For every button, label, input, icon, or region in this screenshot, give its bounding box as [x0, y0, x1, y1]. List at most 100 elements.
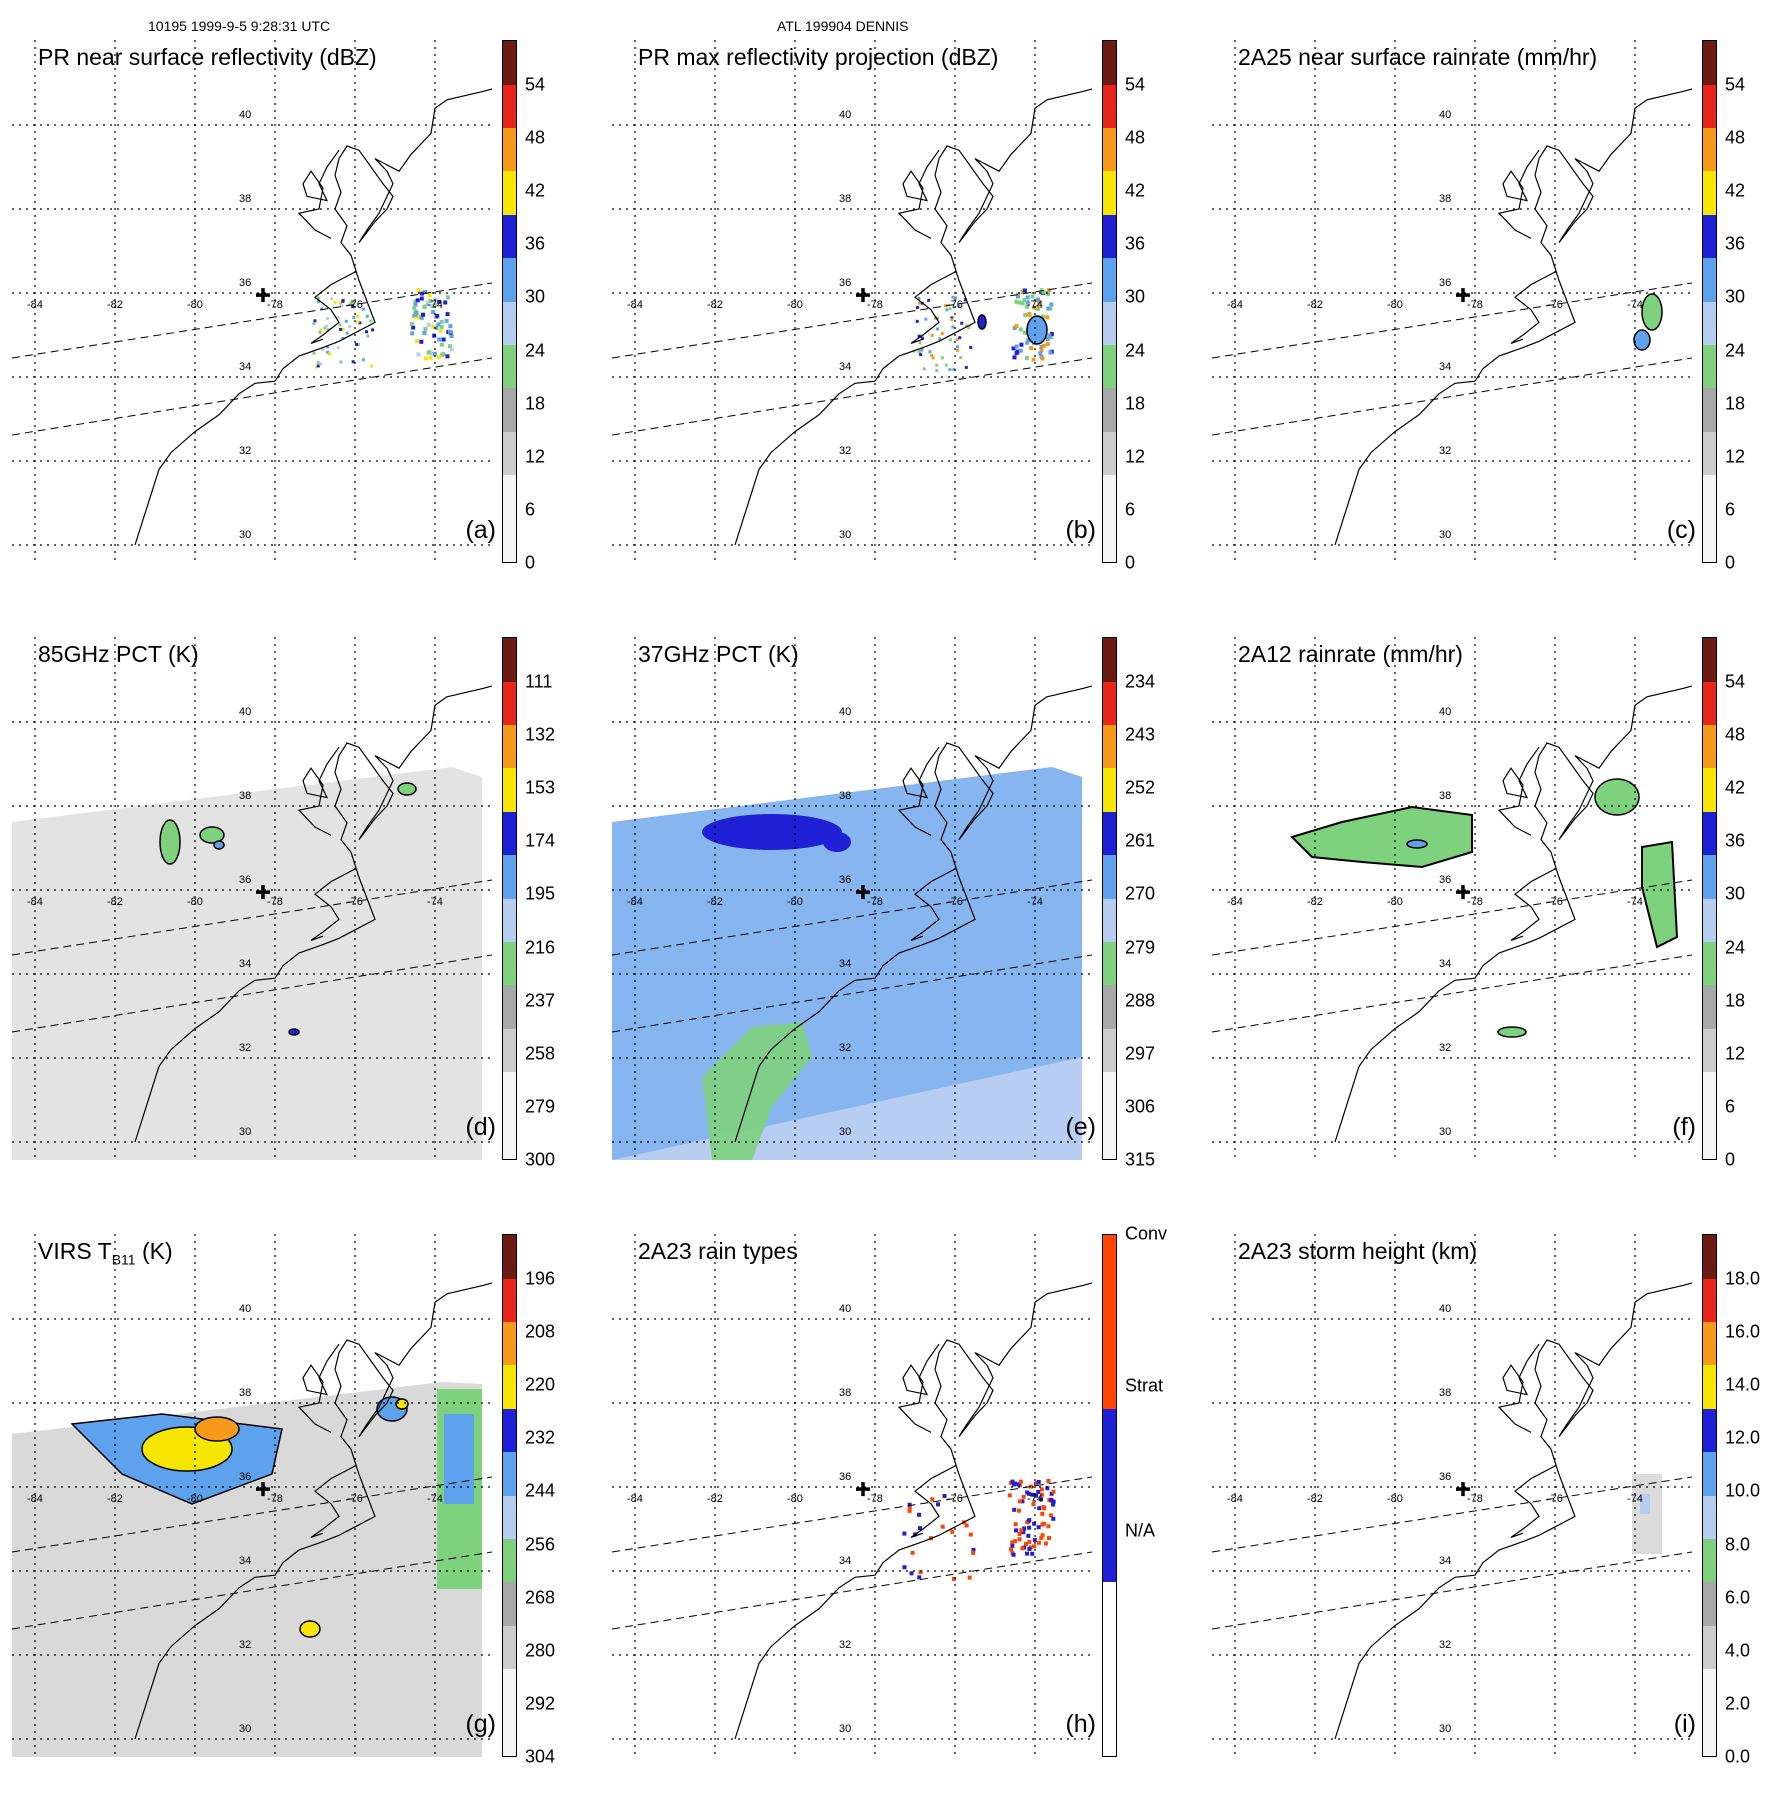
colorbar-segment	[1103, 41, 1116, 85]
lat-label: 40	[239, 109, 252, 121]
lat-label: 40	[1439, 1303, 1452, 1315]
lat-label: 38	[239, 790, 252, 802]
colorbar-segment	[1703, 768, 1716, 812]
colorbar-segment	[1703, 855, 1716, 899]
lat-label: 40	[239, 706, 252, 718]
coastline	[134, 88, 492, 546]
lon-label: -78	[267, 299, 283, 312]
lat-label: 38	[839, 1387, 852, 1399]
swath-boundary	[12, 282, 492, 436]
lat-label: 32	[839, 1639, 852, 1651]
colorbar-segment	[1703, 344, 1716, 389]
lat-label: 40	[839, 109, 852, 121]
colorbar-tick-label: 6	[1725, 1096, 1736, 1117]
colorbar-segment	[1703, 127, 1716, 172]
colorbar-tick-label: 4.0	[1725, 1640, 1751, 1661]
lat-label: 38	[1439, 790, 1452, 802]
swath-boundary	[612, 1476, 1092, 1630]
orbit-time-header: 10195 1999-9-5 9:28:31 UTC	[148, 18, 331, 34]
lat-label: 36	[1439, 277, 1452, 289]
swath-boundary	[1212, 879, 1692, 1033]
colorbar-tick-label: 12	[1125, 446, 1146, 467]
panel-37ghz-pct: 40 38 36 34 32 30 -84 -82 -80 -78 -76 -74 37GHz PCT …	[612, 637, 1212, 1207]
colorbar-tick-label: N/A	[1125, 1520, 1156, 1541]
colorbar-segment	[1103, 1582, 1116, 1756]
lon-label: -74	[1627, 299, 1643, 312]
colorbar-segment	[1703, 1538, 1716, 1583]
colorbar	[1102, 1234, 1117, 1757]
colorbar-tick-label: 42	[525, 180, 546, 201]
lat-label: 30	[239, 1126, 252, 1138]
colorbar-tick-label: 36	[525, 233, 546, 254]
colorbar-segment	[503, 1365, 516, 1409]
colorbar-segment	[503, 171, 516, 215]
colorbar-tick-label: 258	[525, 1043, 556, 1064]
colorbar-tick-label: 18	[1725, 393, 1746, 414]
storm-center-marker	[256, 885, 270, 900]
swath-boundary	[612, 282, 1092, 436]
colorbar-tick-label: 234	[1125, 671, 1156, 692]
colorbar-segment	[503, 1538, 516, 1583]
colorbar-tick-label: 42	[1125, 180, 1146, 201]
colorbar-tick-label: 18	[1125, 393, 1146, 414]
map-area: 40 38 36 34 32 30 -84 -82 -80 -78 -76 -74	[12, 40, 492, 563]
coastline	[1334, 1282, 1692, 1740]
lon-label: -74	[1027, 299, 1043, 312]
map-area: 40 38 36 34 32 30 -84 -82 -80 -78 -76 -74	[12, 1234, 492, 1757]
lat-label: 30	[839, 1723, 852, 1735]
lon-label: -80	[187, 1493, 203, 1506]
colorbar-segment	[1103, 301, 1116, 345]
colorbar-tick-label: 292	[525, 1693, 556, 1714]
colorbar-segment	[503, 1321, 516, 1366]
colorbar-segment	[1703, 724, 1716, 769]
colorbar-segment	[503, 1669, 516, 1756]
lat-label: 30	[1439, 1126, 1452, 1138]
colorbar-segment	[503, 1452, 516, 1496]
lat-label: 32	[1439, 1042, 1452, 1054]
colorbar-segment	[503, 768, 516, 812]
colorbar-segment	[503, 724, 516, 769]
colorbar-tick-label: 315	[1125, 1149, 1156, 1170]
lat-label: 34	[1439, 1555, 1452, 1567]
colorbar-tick-label: 288	[1125, 990, 1156, 1011]
panel-title: 2A23 storm height (km)	[1238, 1238, 1478, 1264]
panel-title: PR near surface reflectivity (dBZ)	[38, 44, 377, 70]
lon-label: -84	[1227, 896, 1243, 909]
colorbar-segment	[1703, 1235, 1716, 1279]
lat-lon-grid	[1212, 40, 1692, 563]
precip-data-layer	[312, 288, 454, 369]
lon-label: -80	[1387, 896, 1403, 909]
colorbar-segment	[1103, 344, 1116, 389]
colorbar-segment	[1103, 1408, 1116, 1583]
colorbar-tick-label: 220	[525, 1374, 556, 1395]
colorbar-segment	[1703, 638, 1716, 682]
map-area: 40 38 36 34 32 30 -84 -82 -80 -78 -76 -74	[1212, 1234, 1692, 1757]
colorbar-segment	[1103, 638, 1116, 682]
colorbar-segment	[1703, 1669, 1716, 1756]
precip-data-layer	[12, 1382, 482, 1757]
lon-label: -76	[947, 299, 963, 312]
colorbar-segment	[1703, 1408, 1716, 1453]
lon-label: -74	[427, 1493, 443, 1506]
colorbar-tick-label: 36	[1725, 233, 1746, 254]
lat-label: 40	[239, 1303, 252, 1315]
colorbar-tick-label: 279	[1125, 937, 1156, 958]
colorbar-segment	[1103, 388, 1116, 432]
colorbar-segment	[1103, 681, 1116, 725]
colorbar-segment	[1103, 811, 1116, 856]
lon-label: -80	[187, 299, 203, 312]
lon-label: -82	[107, 1493, 123, 1506]
lat-label: 34	[839, 361, 852, 373]
lat-label: 32	[239, 1639, 252, 1651]
lat-lon-grid	[612, 637, 1092, 1160]
lat-label: 34	[239, 958, 252, 970]
colorbar-segment	[1103, 1028, 1116, 1073]
lon-label: -82	[1307, 299, 1323, 312]
lon-label: -84	[27, 1493, 43, 1506]
lat-label: 36	[839, 277, 852, 289]
lon-label: -84	[627, 896, 643, 909]
lon-label: -82	[1307, 1493, 1323, 1506]
colorbar-segment	[1703, 681, 1716, 725]
precip-data-layer	[902, 1479, 1056, 1581]
colorbar-segment	[1703, 1321, 1716, 1366]
